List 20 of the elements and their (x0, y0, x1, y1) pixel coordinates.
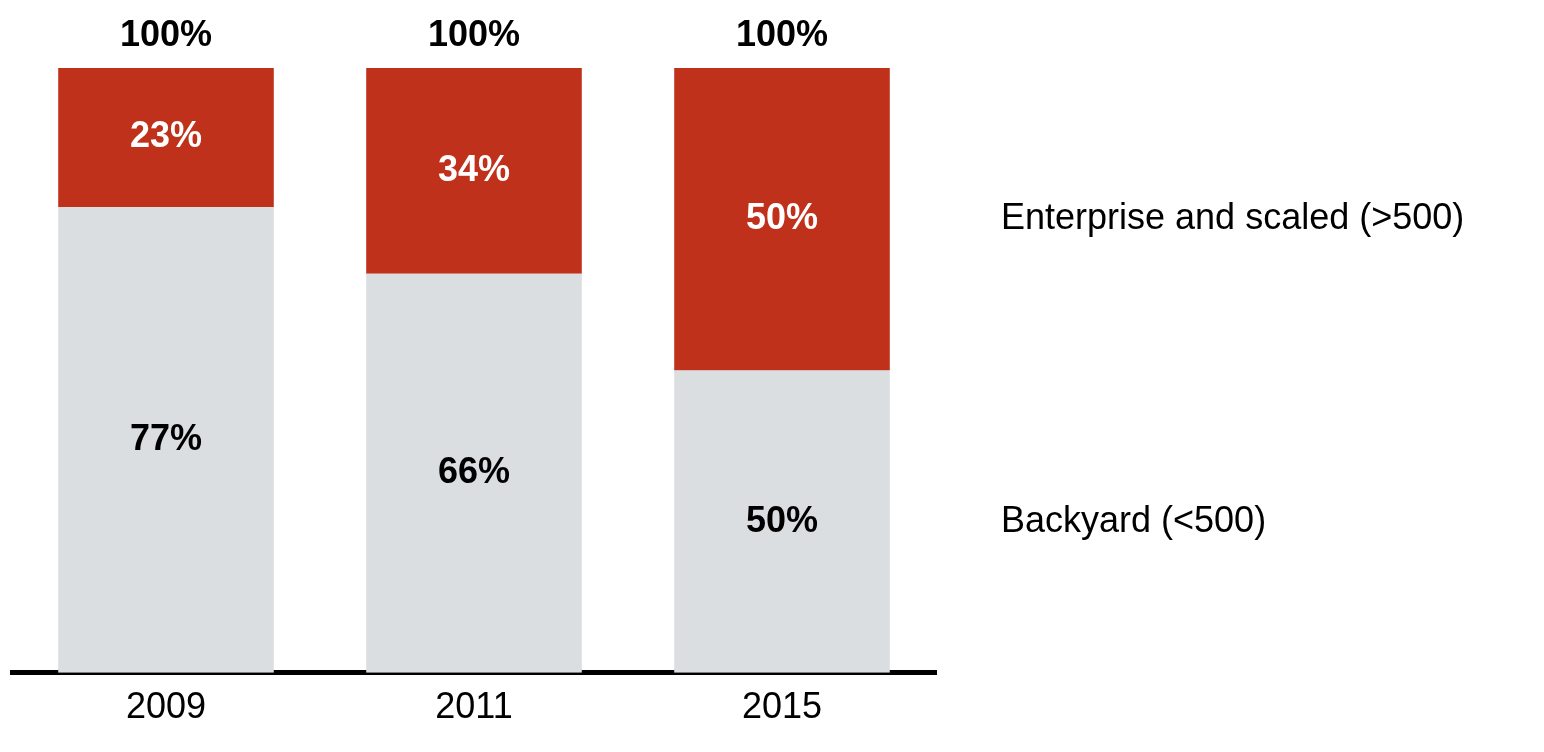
x-tick-label: 2009 (125, 685, 207, 727)
data-label: 50% (745, 196, 819, 238)
data-label: 77% (129, 416, 203, 458)
text: Backyard (<500) (1001, 498, 1267, 540)
bar (58, 207, 274, 673)
text: Enterprise and scaled (>500) (1001, 196, 1465, 238)
data-label: 23% (129, 114, 203, 156)
data-label: 34% (437, 147, 511, 189)
data-label: 66% (437, 450, 511, 492)
bar (58, 68, 274, 208)
x-tick-label: 2015 (741, 685, 823, 727)
total-label: 100% (735, 12, 829, 54)
total-label: 100% (427, 12, 521, 54)
bar (674, 370, 890, 673)
bar (674, 68, 890, 371)
total-label: 100% (119, 12, 213, 54)
bar (366, 273, 582, 673)
data-label: 50% (745, 498, 819, 540)
x-tick-label: 2011 (435, 685, 513, 727)
bar (366, 68, 582, 274)
